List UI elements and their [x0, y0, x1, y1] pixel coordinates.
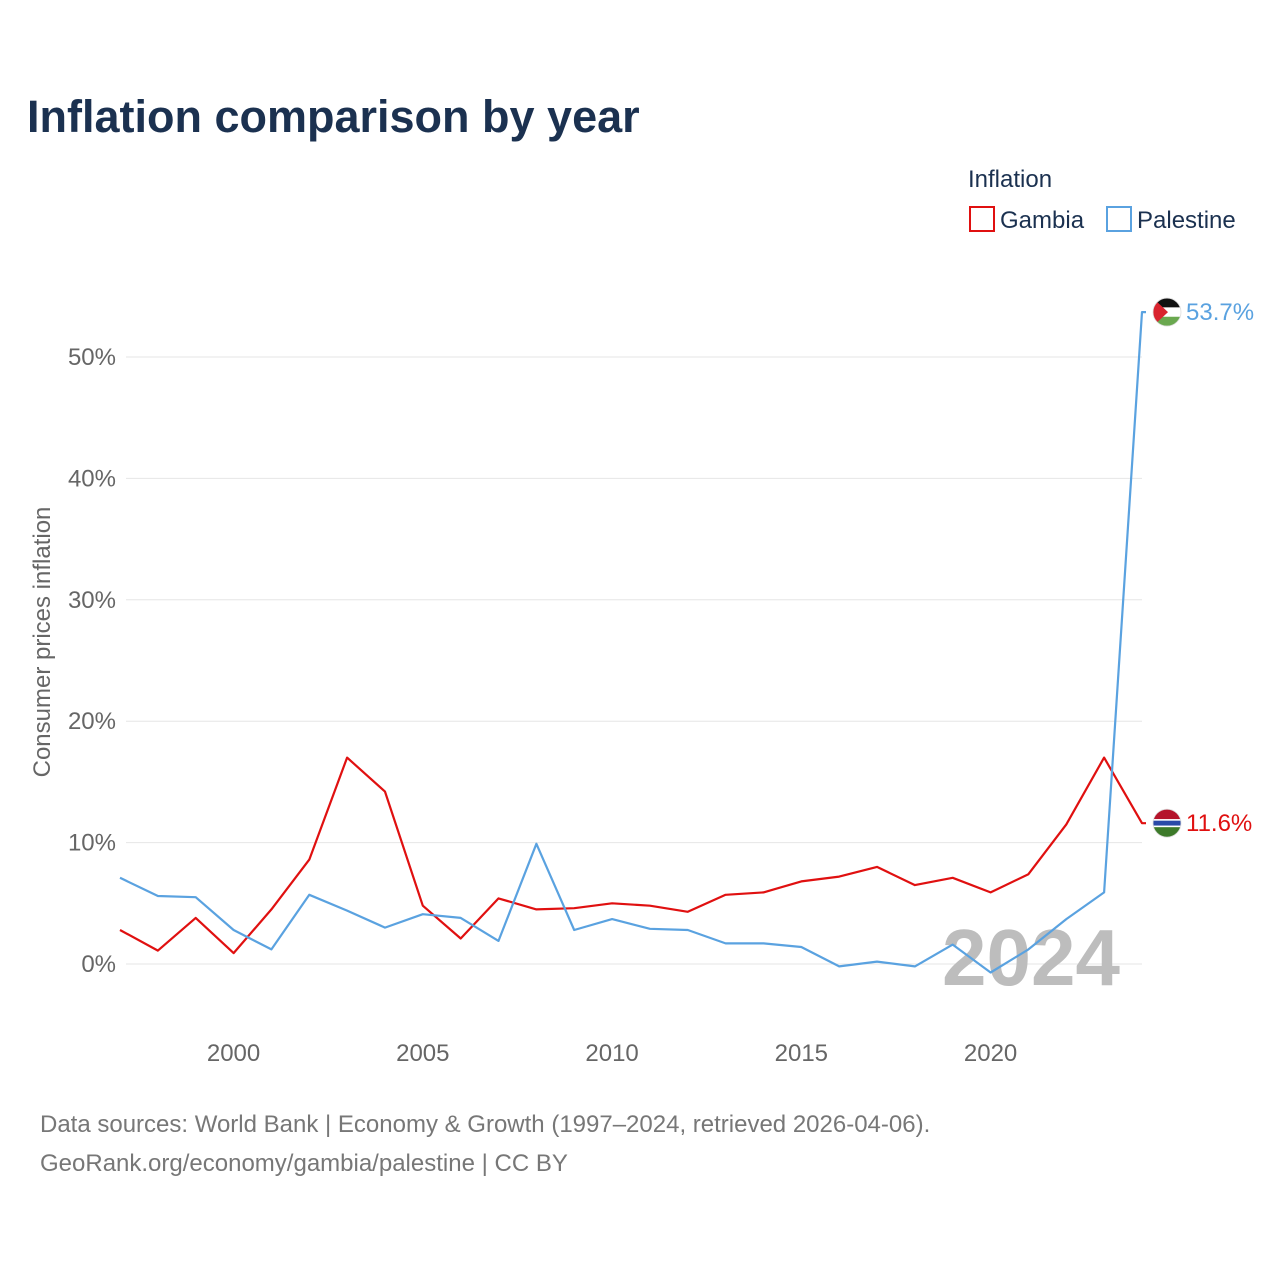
gridlines [126, 356, 1142, 965]
legend-swatch-palestine[interactable] [1106, 206, 1132, 232]
y-tick-label: 20% [68, 708, 116, 735]
series-line-palestine[interactable] [119, 311, 1146, 974]
y-tick-label: 30% [68, 587, 116, 614]
legend: Inflation Gambia Palestine [968, 166, 1236, 234]
y-tick-label: 10% [68, 830, 116, 857]
flag-palestine-icon [1152, 297, 1182, 327]
y-axis-label: Consumer prices inflation [29, 507, 56, 778]
x-tick-label: 2000 [207, 1040, 260, 1067]
y-tick-label: 0% [81, 951, 116, 978]
legend-label-palestine[interactable]: Palestine [1137, 207, 1236, 234]
source-note: Data sources: World Bank | Economy & Gro… [40, 1111, 930, 1138]
x-axis-ticks: 2000 2005 2010 2015 2020 [207, 1040, 1017, 1067]
legend-title: Inflation [968, 166, 1052, 193]
x-tick-label: 2015 [775, 1040, 828, 1067]
end-label-gambia: 11.6% [1186, 810, 1252, 837]
legend-label-gambia[interactable]: Gambia [1000, 207, 1085, 234]
credit-note: GeoRank.org/economy/gambia/palestine | C… [40, 1150, 568, 1177]
end-markers: 11.6% 53.7% [1152, 297, 1254, 838]
series-line-gambia[interactable] [119, 756, 1146, 955]
chart-title: Inflation comparison by year [27, 91, 640, 142]
y-axis-ticks: 0% 10% 20% 30% 40% 50% [68, 344, 116, 978]
x-tick-label: 2020 [964, 1040, 1017, 1067]
legend-swatch-gambia[interactable] [969, 206, 995, 232]
series-lines [119, 311, 1146, 974]
y-tick-label: 40% [68, 465, 116, 492]
x-tick-label: 2010 [585, 1040, 638, 1067]
end-label-palestine: 53.7% [1186, 299, 1254, 326]
y-tick-label: 50% [68, 344, 116, 371]
x-tick-label: 2005 [396, 1040, 449, 1067]
flag-gambia-icon [1152, 808, 1182, 838]
